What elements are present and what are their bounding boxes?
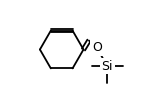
- Text: Si: Si: [102, 60, 113, 73]
- Text: O: O: [92, 41, 102, 54]
